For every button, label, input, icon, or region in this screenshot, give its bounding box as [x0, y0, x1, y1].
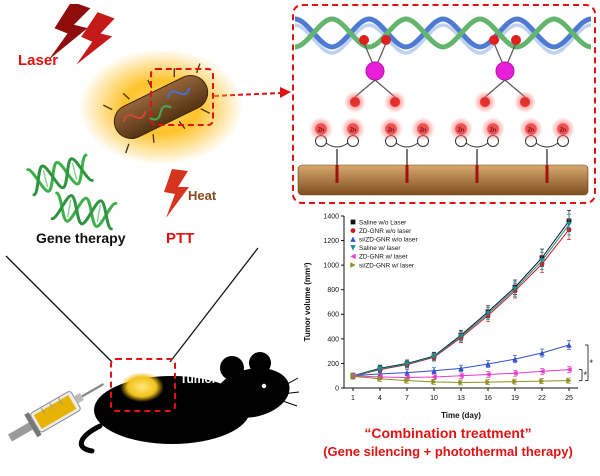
gene-therapy-label: Gene therapy — [36, 230, 126, 246]
mouse-ear — [220, 356, 244, 380]
zn-label: Zn — [318, 128, 324, 134]
svg-text:25: 25 — [565, 395, 573, 402]
svg-text:1000: 1000 — [323, 263, 339, 270]
molecular-schematic-panel: Zn Zn Zn Zn — [292, 4, 596, 204]
phosphate-group — [344, 35, 536, 113]
dna-helix-graphic — [295, 16, 591, 55]
caption-line2: (Gene silencing + photothermal therapy) — [323, 443, 573, 459]
zn-complex: Zn Zn — [519, 117, 575, 183]
svg-text:0: 0 — [335, 385, 339, 392]
svg-text:1200: 1200 — [323, 238, 339, 245]
svg-text:*: * — [584, 370, 588, 380]
zn-label: Zn — [420, 128, 426, 134]
svg-text:19: 19 — [511, 395, 519, 402]
tumor-volume-chart-panel: 0 200 400 600 800 1000 1200 1400 1 4 7 10 13 16 19 22 25… — [300, 208, 598, 422]
tumor-volume-chart: 0 200 400 600 800 1000 1200 1400 1 4 7 10 13 16 19 22 25… — [303, 209, 594, 420]
heat-label: Heat — [188, 188, 217, 203]
svg-text:Saline w/o Laser: Saline w/o Laser — [359, 219, 407, 226]
caption-line1: “Combination treatment” — [364, 425, 532, 441]
tumor-zoom-box — [110, 358, 176, 412]
mouse-silhouette — [78, 352, 300, 454]
svg-text:1: 1 — [351, 395, 355, 402]
zn-label: Zn — [528, 128, 534, 134]
zn-complex: Zn Zn — [309, 117, 365, 183]
dashed-arrowhead-icon — [280, 87, 291, 98]
svg-text:16: 16 — [484, 395, 492, 402]
zn-label: Zn — [458, 128, 464, 134]
svg-text:1400: 1400 — [323, 213, 339, 220]
svg-text:13: 13 — [457, 395, 465, 402]
heat-bolt-icon — [164, 169, 189, 218]
svg-text:si/ZD-GNR w/o laser: si/ZD-GNR w/o laser — [359, 237, 418, 244]
svg-text:ZD-GNR w/o laser: ZD-GNR w/o laser — [359, 228, 412, 235]
zn-label: Zn — [490, 128, 496, 134]
substrate-bar — [297, 164, 589, 196]
svg-text:400: 400 — [327, 336, 339, 343]
svg-text:22: 22 — [538, 395, 546, 402]
dna-icon — [50, 191, 118, 231]
svg-text:*: * — [590, 358, 594, 368]
svg-text:Tumor volume (mm³): Tumor volume (mm³) — [303, 262, 312, 341]
svg-text:Time (day): Time (day) — [441, 411, 481, 420]
svg-text:ZD-GNR w/ laser: ZD-GNR w/ laser — [359, 254, 409, 261]
laser-bolt-icon — [48, 4, 115, 65]
zn-label: Zn — [388, 128, 394, 134]
tumor-label: Tumor — [180, 372, 217, 386]
svg-text:800: 800 — [327, 287, 339, 294]
zn-complex: Zn Zn — [379, 117, 435, 183]
figure-caption: “Combination treatment” (Gene silencing … — [298, 424, 598, 460]
zn-complex-row: Zn Zn Zn Zn — [309, 117, 575, 183]
dna-icon — [26, 153, 94, 197]
zn-label: Zn — [560, 128, 566, 134]
mouse-ear — [249, 352, 271, 374]
mouse-tail — [78, 423, 103, 454]
svg-text:200: 200 — [327, 361, 339, 368]
svg-text:4: 4 — [378, 395, 382, 402]
nanorod-zoom-box — [150, 68, 214, 126]
zd-gnr-binding-graphic: Zn Zn Zn Zn — [295, 16, 591, 196]
zn-label: Zn — [350, 128, 356, 134]
gold-nanorod-bacterium — [79, 49, 243, 165]
mouse-whiskers — [279, 377, 300, 407]
syringe-icon — [8, 383, 105, 442]
svg-text:Saline w/ laser: Saline w/ laser — [359, 245, 401, 252]
svg-text:600: 600 — [327, 312, 339, 319]
ptt-label: PTT — [166, 230, 195, 247]
svg-text:si/ZD-GNR w/ laser: si/ZD-GNR w/ laser — [359, 262, 415, 269]
mouse-eye — [261, 383, 267, 389]
laser-label: Laser — [18, 52, 59, 69]
svg-text:7: 7 — [405, 395, 409, 402]
svg-text:10: 10 — [430, 395, 438, 402]
zn-complex: Zn Zn — [449, 117, 505, 183]
tumor-spot — [120, 372, 164, 402]
